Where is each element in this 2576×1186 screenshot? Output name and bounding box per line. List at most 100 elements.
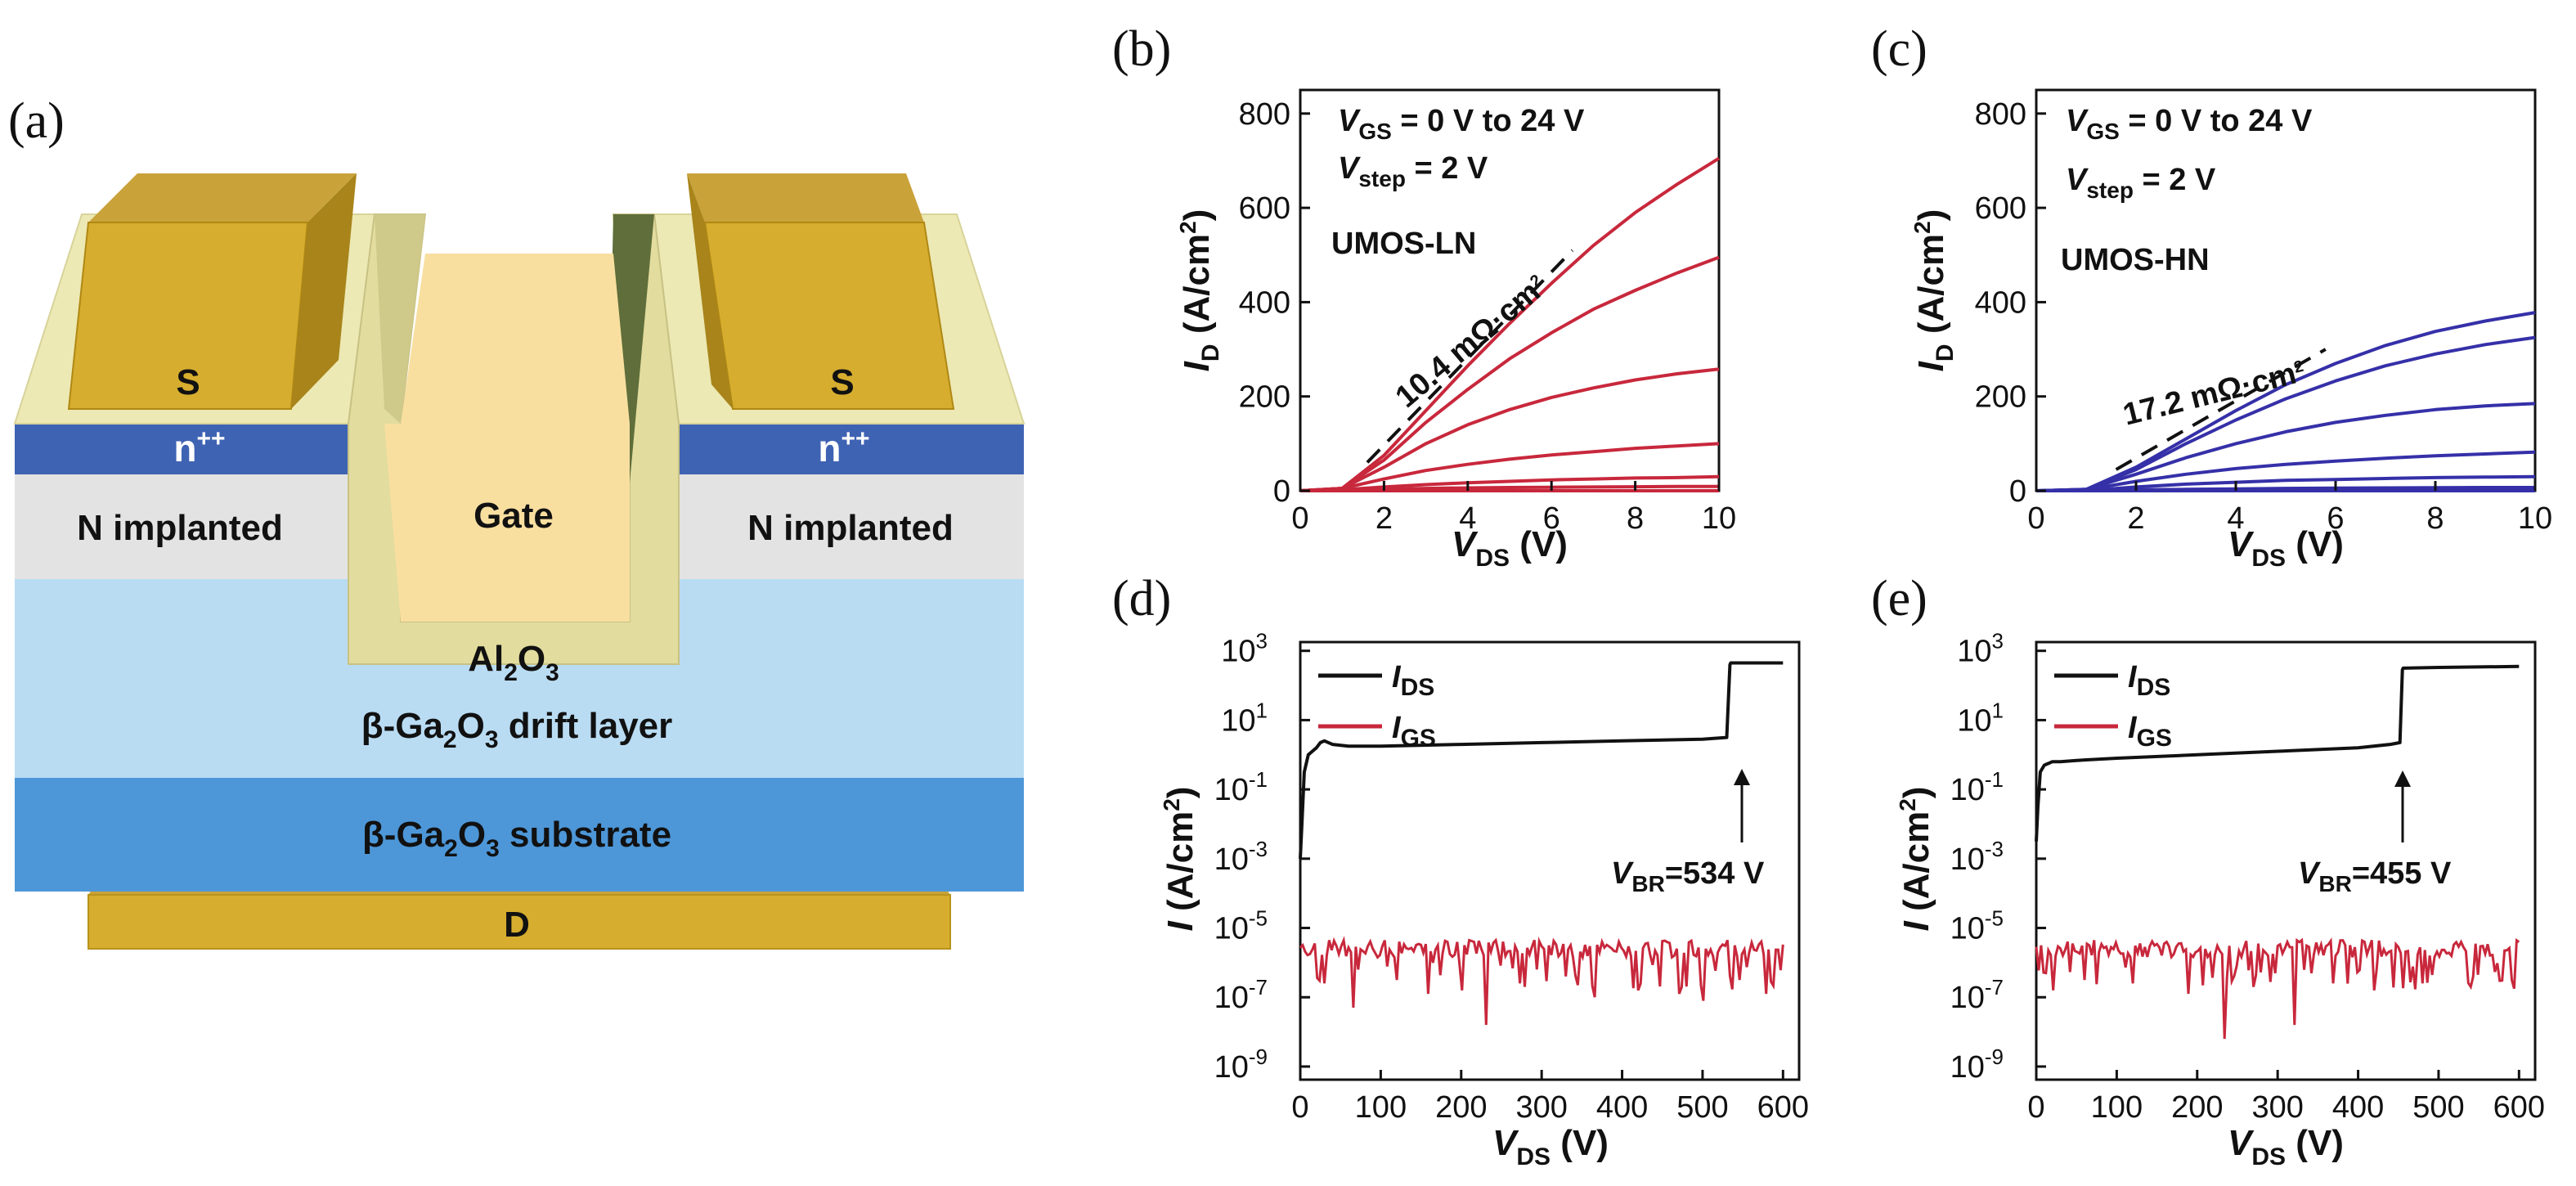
x-tick-label: 0 xyxy=(2027,501,2044,536)
panel-label-d: (d) xyxy=(1112,571,1171,627)
y-tick-label: 10-9 xyxy=(1214,1044,1268,1085)
chart-output-umos-hn: 0 2 4 6 8 10 0 200 400 600 800 VGS = 0 V to 24 V V… xyxy=(1910,88,2553,572)
x-tick-label: 6 xyxy=(1543,501,1560,536)
gate-metal xyxy=(384,254,630,622)
output-curve-6 xyxy=(1299,156,1721,492)
x-tick-label: 8 xyxy=(2426,501,2444,536)
series-layer xyxy=(1299,156,1721,492)
panel-label-c: (c) xyxy=(1871,21,1928,77)
x-tick-label: 4 xyxy=(1459,501,1476,536)
drift-label: β-Ga2O3 drift layer xyxy=(361,706,673,753)
ids-trace xyxy=(2035,664,2520,842)
y-tick-label: 600 xyxy=(1975,191,2026,226)
gate-label: Gate xyxy=(473,496,554,536)
series-layer xyxy=(2035,664,2520,1040)
y-axis-title: ID (A/cm2) xyxy=(1910,209,1959,372)
x-axis-title: VDS (V) xyxy=(1452,524,1568,572)
x-tick-label: 0 xyxy=(1291,501,1308,536)
source-right-body xyxy=(703,222,955,410)
substrate-layer xyxy=(15,777,1024,892)
oxide-label: Al2O3 xyxy=(468,639,559,686)
chart-breakdown-umos-ln: 0 100 200 300 400 500 600 103 101 10-1 10-3 10-5 10-… xyxy=(1159,629,1809,1170)
legend-label-ids: IDS xyxy=(1392,660,1434,701)
device-name: UMOS-LN xyxy=(1331,227,1476,261)
drain-label: D xyxy=(504,905,530,945)
drain-metal xyxy=(88,894,951,950)
bias-note-line2: Vstep = 2 V xyxy=(2066,163,2216,203)
output-curve-3 xyxy=(2035,450,2536,492)
nplus-right xyxy=(679,424,1024,474)
y-axis-title: ID (A/cm2) xyxy=(1175,209,1224,372)
y-tick-label: 103 xyxy=(1957,629,2004,669)
x-tick-label: 200 xyxy=(2171,1090,2223,1125)
bias-note-line1: VGS = 0 V to 24 V xyxy=(2066,104,2313,144)
x-axis-title: VDS (V) xyxy=(1492,1123,1609,1170)
igs-trace xyxy=(2035,937,2520,1040)
implant-left xyxy=(15,473,348,579)
ron-label: 17.2 mΩ·cm2 xyxy=(2120,354,2309,433)
breakdown-label: VBR=534 V xyxy=(1611,856,1765,896)
implant-right-label: N implanted xyxy=(747,508,954,548)
tick-layer: 0 2 4 6 8 10 0 200 400 600 800 xyxy=(1239,97,1737,536)
breakdown-arrowhead xyxy=(2394,770,2411,787)
x-tick-label: 400 xyxy=(1596,1090,1648,1125)
chart-output-umos-ln: 0 2 4 6 8 10 0 200 400 600 800 VGS = 0 V to 24 V V… xyxy=(1175,88,1737,572)
output-curve-4 xyxy=(1299,367,1720,492)
y-tick-label: 200 xyxy=(1239,380,1290,415)
x-axis-title: VDS (V) xyxy=(2228,1123,2344,1170)
x-axis-title: VDS (V) xyxy=(2228,524,2344,572)
device-schematic: (a) D β-Ga2O3 substrate β-Ga2O3 drift la… xyxy=(8,93,1025,950)
tick-layer: 0 100 200 300 400 500 600 103 101 10-1 10-3 10-5 10-… xyxy=(1950,629,2545,1125)
output-curve-5 xyxy=(1299,255,1720,492)
y-tick-label: 400 xyxy=(1239,285,1290,320)
y-tick-label: 800 xyxy=(1239,97,1290,132)
ids-trace xyxy=(1299,661,1784,859)
y-tick-label: 10-5 xyxy=(1214,906,1268,946)
output-curve-3 xyxy=(1299,442,1720,492)
source-left-top xyxy=(88,173,357,222)
chart-breakdown-umos-hn: 0 100 200 300 400 500 600 103 101 10-1 10-3 10-5 10-… xyxy=(1895,629,2545,1170)
output-curve-1 xyxy=(2036,486,2535,492)
y-tick-label: 400 xyxy=(1975,285,2026,320)
y-tick-label: 10-7 xyxy=(1950,975,2004,1015)
panel-label-e: (e) xyxy=(1871,571,1928,627)
output-curve-2 xyxy=(1299,474,1720,492)
legend-label-igs: IGS xyxy=(1392,711,1436,752)
x-tick-label: 300 xyxy=(2251,1090,2303,1125)
y-tick-label: 10-1 xyxy=(1950,767,2004,807)
panel-label-b: (b) xyxy=(1112,21,1171,77)
x-tick-label: 400 xyxy=(2332,1090,2384,1125)
breakdown-label: VBR=455 V xyxy=(2298,856,2452,896)
series-layer xyxy=(1299,661,1784,1026)
tick-layer: 0 2 4 6 8 10 0 200 400 600 800 xyxy=(1975,97,2553,536)
plot-frame xyxy=(2035,640,2537,1081)
y-tick-label: 10-3 xyxy=(1950,837,2004,877)
x-tick-label: 600 xyxy=(1757,1090,1809,1125)
x-tick-label: 2 xyxy=(1376,501,1393,536)
output-curve-1 xyxy=(1300,484,1719,492)
x-tick-label: 0 xyxy=(1291,1090,1308,1125)
y-tick-label: 10-7 xyxy=(1214,975,1268,1015)
x-tick-label: 500 xyxy=(2412,1090,2464,1125)
ron-label: 10.4 mΩ·cm2 xyxy=(1389,268,1554,414)
x-tick-label: 200 xyxy=(1435,1090,1487,1125)
x-tick-label: 0 xyxy=(2027,1090,2044,1125)
device-name: UMOS-HN xyxy=(2061,243,2210,277)
plot-frame xyxy=(1299,640,1801,1081)
y-axis-title: I (A/cm2) xyxy=(1159,787,1200,932)
x-tick-label: 10 xyxy=(1702,501,1736,536)
y-axis-title: I (A/cm2) xyxy=(1895,787,1936,932)
nplus-right-label: n++ xyxy=(818,425,869,469)
y-tick-label: 800 xyxy=(1975,97,2026,132)
y-tick-label: 10-3 xyxy=(1214,837,1268,877)
substrate-label: β-Ga2O3 substrate xyxy=(362,815,671,862)
nplus-left xyxy=(15,424,348,474)
y-tick-label: 101 xyxy=(1957,698,2004,738)
output-curve-4 xyxy=(2035,402,2536,492)
y-tick-label: 10-9 xyxy=(1950,1044,2004,1085)
implant-left-label: N implanted xyxy=(77,508,283,548)
source-left-side xyxy=(291,173,357,409)
legend-label-ids: IDS xyxy=(2128,660,2170,701)
source-right-label: S xyxy=(830,362,854,402)
